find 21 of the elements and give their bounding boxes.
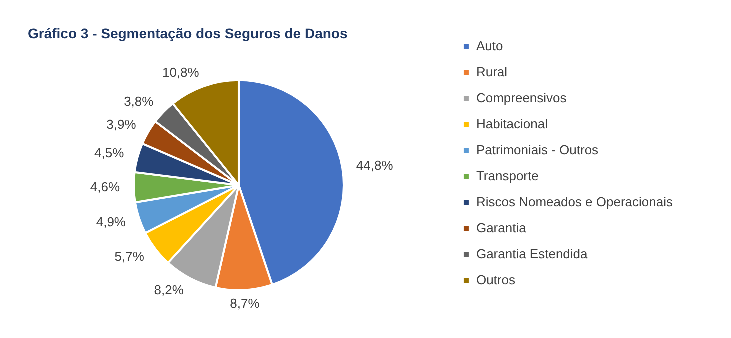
data-label: 4,9% [96, 214, 126, 230]
legend-label: Auto [476, 38, 504, 54]
data-label: 4,6% [90, 179, 120, 194]
data-label: 5,7% [114, 249, 145, 264]
data-label: 4,5% [94, 146, 125, 161]
legend-label: Outros [476, 272, 516, 288]
legend-label: Habitacional [476, 116, 548, 132]
data-label: 8,7% [230, 296, 260, 311]
data-label: 3,8% [124, 94, 154, 109]
legend-label: Garantia Estendida [476, 246, 589, 262]
legend-label: Rural [476, 64, 508, 80]
data-label: 8,2% [154, 282, 184, 298]
legend-label: Riscos Nomeados e Operacionais [476, 194, 674, 210]
data-label: 10,8% [162, 64, 200, 80]
data-label: 3,9% [106, 116, 137, 132]
legend-label: Compreensivos [476, 90, 568, 106]
legend-label: Patrimoniais - Outros [476, 142, 600, 158]
legend-label: Transporte [476, 168, 539, 184]
data-label: 44,8% [356, 158, 394, 173]
chart-title: Gráfico 3 - Segmentação dos Seguros de Danos [28, 25, 348, 42]
legend-label: Garantia [476, 220, 528, 236]
